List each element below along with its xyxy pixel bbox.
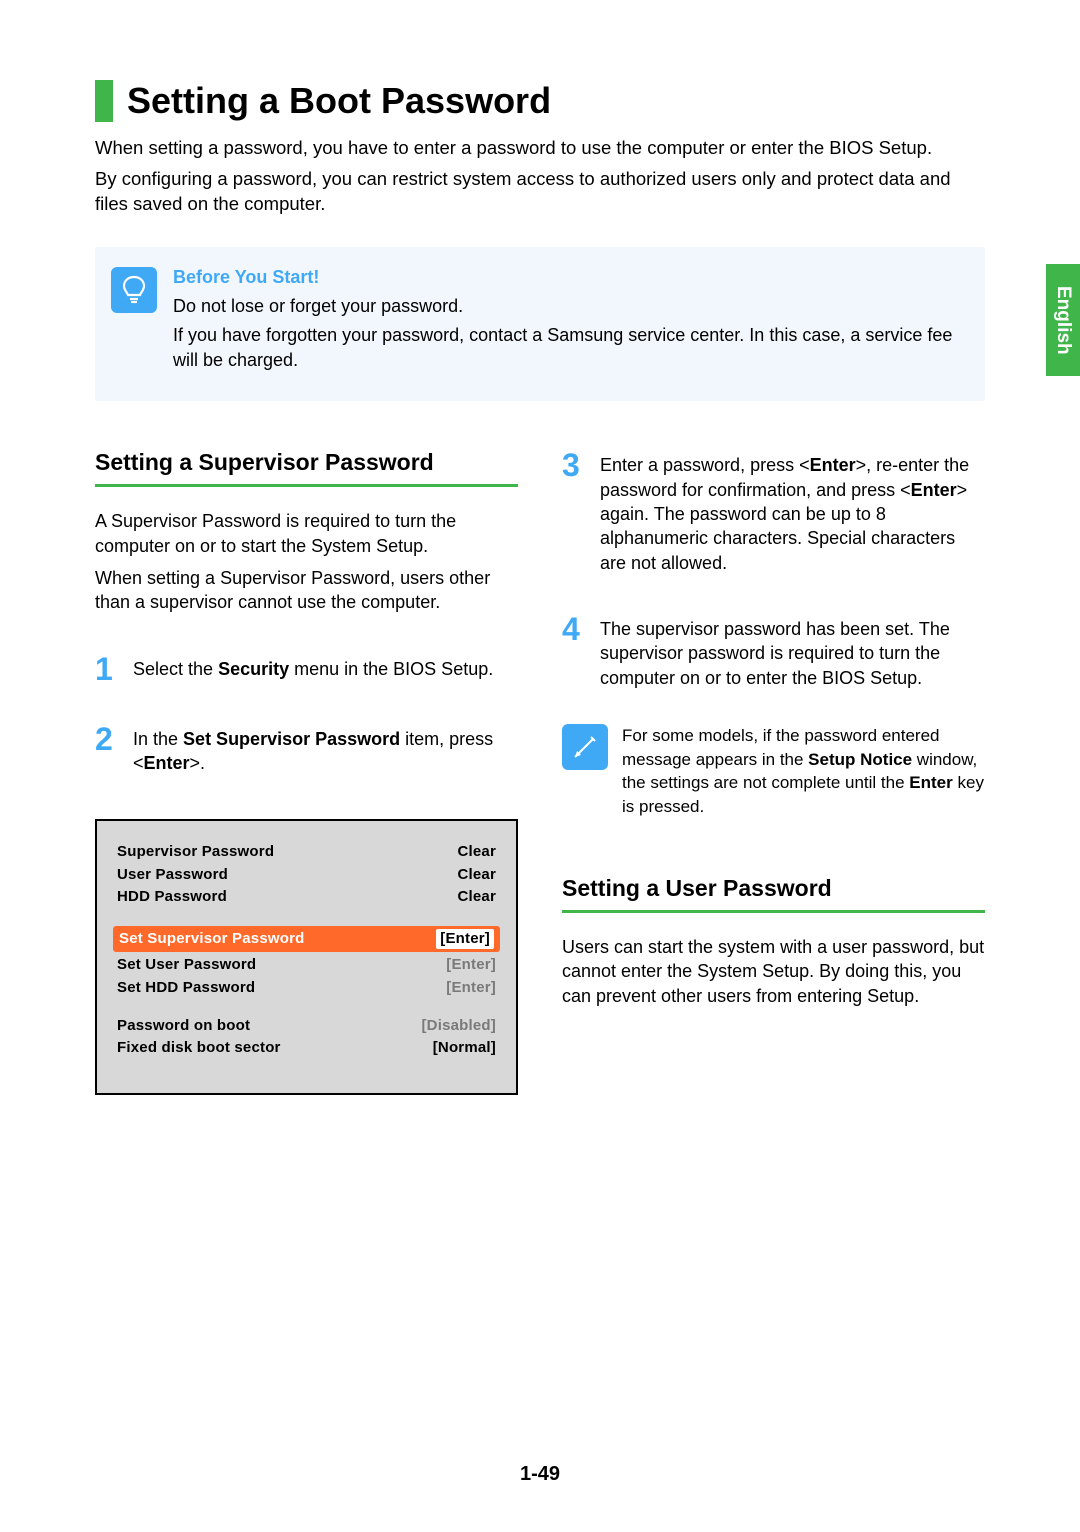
step-text: The supervisor password has been set. Th… xyxy=(600,613,985,690)
language-tab[interactable]: English xyxy=(1046,264,1080,376)
bios-row: Fixed disk boot sector [Normal] xyxy=(115,1037,498,1059)
bios-label: Fixed disk boot sector xyxy=(117,1038,281,1058)
bios-value: [Enter] xyxy=(446,978,496,998)
bios-row: Supervisor Password Clear xyxy=(115,841,498,863)
bios-label: Set User Password xyxy=(117,955,256,975)
text: Select the xyxy=(133,659,218,679)
text-bold: Enter xyxy=(909,773,952,792)
user-section: Setting a User Password Users can start … xyxy=(562,875,985,1008)
bios-row: HDD Password Clear xyxy=(115,886,498,908)
step-4: 4 The supervisor password has been set. … xyxy=(562,613,985,690)
bios-value: [Disabled] xyxy=(421,1016,496,1036)
bios-value: [Enter] xyxy=(436,929,494,949)
step-text: Enter a password, press <Enter>, re-ente… xyxy=(600,449,985,574)
text-bold: Set Supervisor Password xyxy=(183,729,400,749)
left-column: Setting a Supervisor Password A Supervis… xyxy=(95,449,518,1095)
columns: Setting a Supervisor Password A Supervis… xyxy=(95,449,985,1095)
step-number: 1 xyxy=(95,653,133,685)
intro-line: A Supervisor Password is required to tur… xyxy=(95,509,518,558)
section-intro: A Supervisor Password is required to tur… xyxy=(95,509,518,614)
step-number: 2 xyxy=(95,723,133,776)
bios-row: Set User Password [Enter] xyxy=(115,954,498,976)
bios-label: Set Supervisor Password xyxy=(119,929,305,949)
text-bold: Security xyxy=(218,659,289,679)
intro-line: Users can start the system with a user p… xyxy=(562,935,985,1008)
intro-line: By configuring a password, you can restr… xyxy=(95,167,985,217)
step-text: In the Set Supervisor Password item, pre… xyxy=(133,723,518,776)
step-number: 4 xyxy=(562,613,600,690)
bios-label: HDD Password xyxy=(117,887,227,907)
step-2: 2 In the Set Supervisor Password item, p… xyxy=(95,723,518,776)
text: >. xyxy=(190,753,206,773)
section-title-supervisor: Setting a Supervisor Password xyxy=(95,449,518,476)
text: Enter a password, press < xyxy=(600,455,810,475)
bios-label: Supervisor Password xyxy=(117,842,274,862)
right-column: 3 Enter a password, press <Enter>, re-en… xyxy=(562,449,985,1095)
bios-row: Set HDD Password [Enter] xyxy=(115,977,498,999)
section-rule xyxy=(562,910,985,913)
bios-screenshot: Supervisor Password Clear User Password Cl… xyxy=(95,819,518,1095)
bios-value: [Normal] xyxy=(433,1038,496,1058)
bios-label: Password on boot xyxy=(117,1016,250,1036)
text: In the xyxy=(133,729,183,749)
page: Setting a Boot Password When setting a p… xyxy=(0,0,1080,1135)
bios-gap xyxy=(115,908,498,924)
bios-label: Set HDD Password xyxy=(117,978,255,998)
bios-value: Clear xyxy=(457,842,496,862)
bios-row: Password on boot [Disabled] xyxy=(115,1015,498,1037)
intro-line: When setting a password, you have to ent… xyxy=(95,136,985,161)
step-number: 3 xyxy=(562,449,600,574)
note-body: For some models, if the password entered… xyxy=(622,724,985,819)
page-title: Setting a Boot Password xyxy=(127,80,551,122)
tip-title: Before You Start! xyxy=(173,267,969,288)
bios-row: User Password Clear xyxy=(115,864,498,886)
bios-value: [Enter] xyxy=(446,955,496,975)
tip-box: Before You Start! Do not lose or forget … xyxy=(95,247,985,402)
tip-body: Before You Start! Do not lose or forget … xyxy=(173,267,969,378)
intro-line: When setting a Supervisor Password, user… xyxy=(95,566,518,615)
tip-line: If you have forgotten your password, con… xyxy=(173,323,969,373)
pencil-icon xyxy=(562,724,608,770)
tip-line: Do not lose or forget your password. xyxy=(173,294,969,319)
intro-block: When setting a password, you have to ent… xyxy=(95,136,985,217)
section-intro: Users can start the system with a user p… xyxy=(562,935,985,1008)
text-bold: Enter xyxy=(144,753,190,773)
page-number: 1-49 xyxy=(0,1463,1080,1486)
note-box: For some models, if the password entered… xyxy=(562,724,985,819)
section-rule xyxy=(95,484,518,487)
section-title-user: Setting a User Password xyxy=(562,875,985,902)
text-bold: Enter xyxy=(810,455,856,475)
title-accent xyxy=(95,80,113,122)
title-bar: Setting a Boot Password xyxy=(95,80,985,122)
bios-label: User Password xyxy=(117,865,228,885)
step-3: 3 Enter a password, press <Enter>, re-en… xyxy=(562,449,985,574)
text: menu in the BIOS Setup. xyxy=(289,659,493,679)
text-bold: Enter xyxy=(911,480,957,500)
bios-value: Clear xyxy=(457,887,496,907)
bios-value: Clear xyxy=(457,865,496,885)
lightbulb-icon xyxy=(111,267,157,313)
step-1: 1 Select the Security menu in the BIOS S… xyxy=(95,653,518,685)
text-bold: Setup Notice xyxy=(808,750,912,769)
bios-gap xyxy=(115,999,498,1015)
bios-row-highlight: Set Supervisor Password [Enter] xyxy=(113,926,500,952)
step-text: Select the Security menu in the BIOS Set… xyxy=(133,653,493,685)
